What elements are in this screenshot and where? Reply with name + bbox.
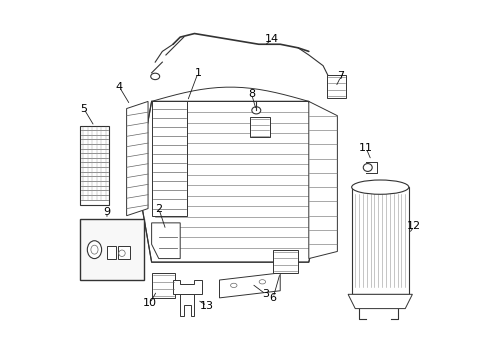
Text: 11: 11 [358, 143, 372, 153]
Ellipse shape [351, 180, 408, 194]
Bar [80, 219, 144, 280]
Polygon shape [173, 280, 201, 294]
Bar [151, 273, 175, 298]
Bar [249, 117, 269, 137]
Polygon shape [347, 294, 411, 309]
Text: 5: 5 [80, 104, 87, 113]
Polygon shape [151, 223, 180, 258]
Polygon shape [151, 102, 187, 216]
Text: 12: 12 [407, 221, 420, 231]
Text: 2: 2 [155, 203, 162, 213]
Ellipse shape [259, 280, 265, 284]
Ellipse shape [251, 107, 260, 114]
Text: 4: 4 [116, 82, 123, 92]
Polygon shape [308, 102, 337, 258]
Bar [326, 75, 346, 98]
Ellipse shape [150, 73, 160, 80]
Text: 8: 8 [247, 89, 255, 99]
Polygon shape [180, 294, 194, 316]
Text: 13: 13 [200, 301, 214, 311]
Text: 10: 10 [142, 298, 157, 308]
Ellipse shape [119, 250, 125, 256]
Ellipse shape [87, 241, 102, 258]
Text: 7: 7 [337, 71, 344, 81]
Polygon shape [80, 126, 108, 205]
Polygon shape [351, 187, 408, 294]
Text: 9: 9 [103, 207, 110, 217]
Bar [272, 249, 298, 273]
Polygon shape [137, 102, 329, 262]
Ellipse shape [91, 245, 98, 254]
Text: 6: 6 [269, 293, 276, 303]
Bar [107, 246, 116, 258]
Text: 1: 1 [194, 68, 201, 78]
Ellipse shape [230, 283, 237, 288]
Bar [118, 246, 130, 258]
Polygon shape [126, 102, 148, 216]
Ellipse shape [363, 163, 371, 171]
Text: 14: 14 [265, 34, 279, 44]
Text: 3: 3 [262, 289, 269, 299]
Polygon shape [219, 273, 280, 298]
